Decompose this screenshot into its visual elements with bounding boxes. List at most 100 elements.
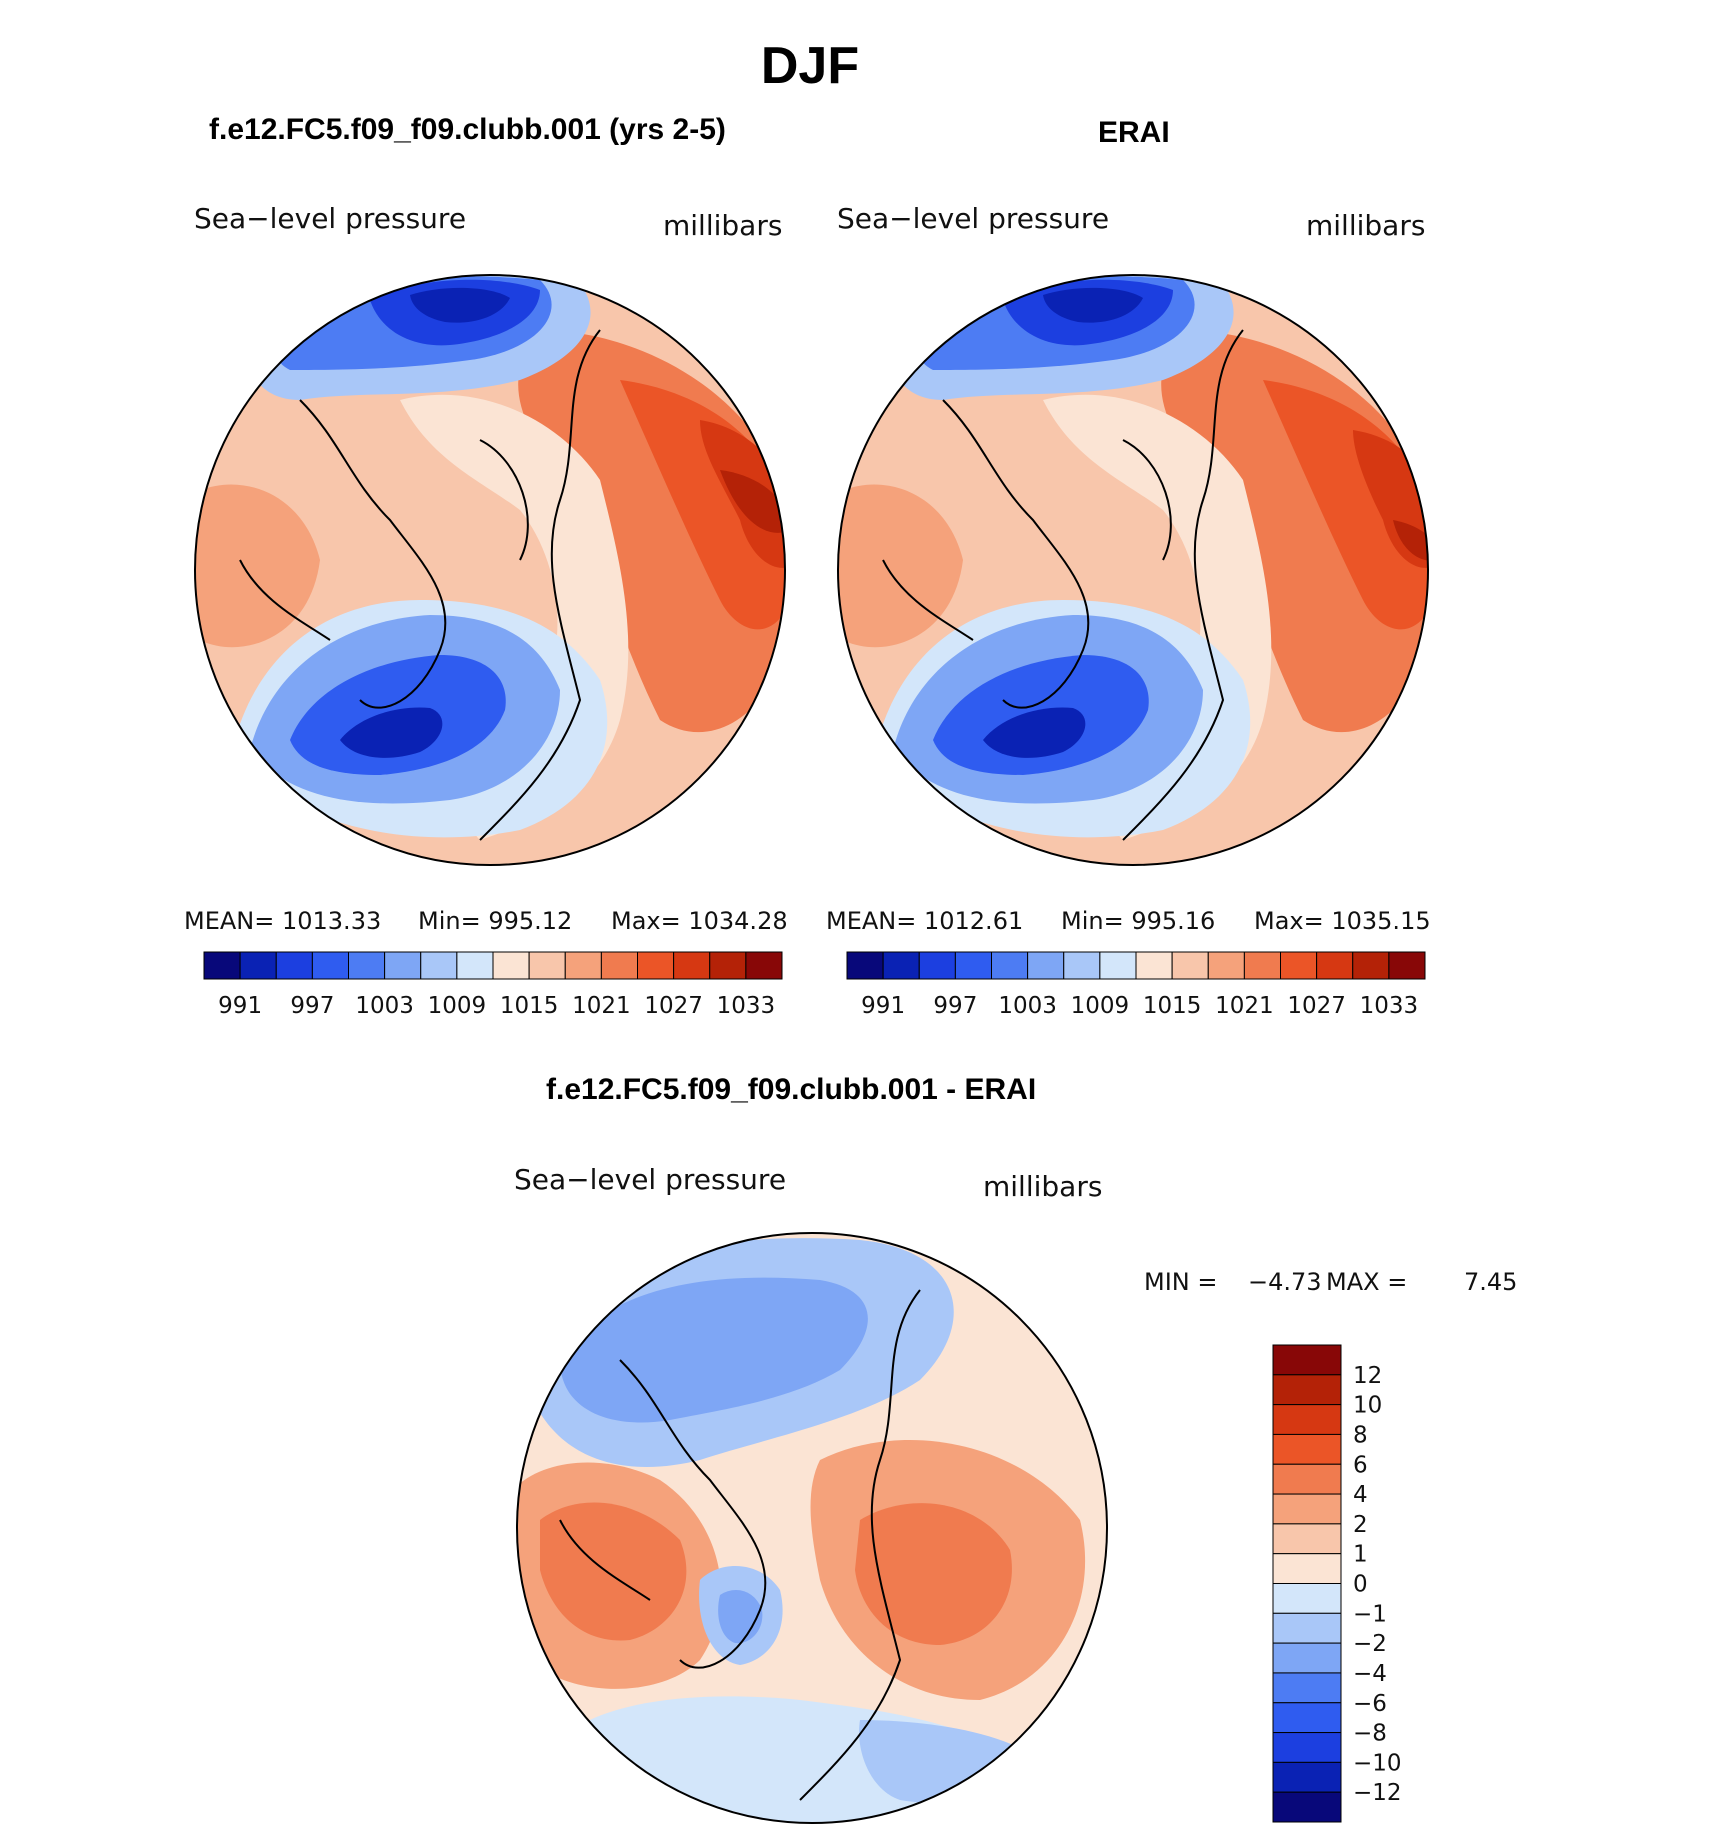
diff-colorbar-tick-label: 6 (1353, 1452, 1368, 1478)
obs-colorbar-swatch-3 (954, 951, 992, 980)
diff-colorbar-swatch-5 (1272, 1493, 1342, 1525)
diff-colorbar-tick-label: 0 (1353, 1572, 1368, 1598)
model-colorbar-tick-label: 1009 (428, 993, 487, 1019)
model-colorbar-swatch-2 (275, 951, 313, 980)
model-panel-title: f.e12.FC5.f09_f09.clubb.001 (yrs 2-5) (209, 113, 726, 146)
obs-colorbar-swatch-4 (991, 951, 1029, 980)
model-colorbar-swatch-9 (528, 951, 566, 980)
diff-colorbar-swatch-14 (1272, 1761, 1342, 1793)
diff-units-label: millibars (983, 1170, 1103, 1203)
model-colorbar-swatch-7 (456, 951, 494, 980)
obs-variable-label: Sea−level pressure (837, 202, 1110, 235)
model-colorbar-swatch-10 (564, 951, 602, 980)
diff-colorbar-tick-label: −2 (1353, 1631, 1387, 1657)
diff-colorbar-swatch-1 (1272, 1374, 1342, 1406)
obs-colorbar-tick-label: 997 (933, 993, 977, 1019)
obs-colorbar-tick-label: 991 (861, 993, 905, 1019)
diff-colorbar-tick-label: −4 (1353, 1661, 1387, 1687)
diff-colorbar-tick-label: −12 (1353, 1780, 1402, 1806)
model-colorbar-swatch-11 (600, 951, 638, 980)
model-colorbar-tick-label: 997 (290, 993, 334, 1019)
obs-colorbar-tick-label: 1009 (1071, 993, 1130, 1019)
diff-colorbar-tick-label: −10 (1353, 1750, 1402, 1776)
diff-colorbar-swatch-15 (1272, 1791, 1342, 1823)
model-colorbar-swatch-4 (348, 951, 386, 980)
obs-colorbar-swatch-2 (918, 951, 956, 980)
model-colorbar-swatch-12 (637, 951, 675, 980)
diff-min-value: −4.73 (1248, 1268, 1322, 1296)
diff-colorbar-swatch-4 (1272, 1463, 1342, 1495)
model-colorbar-swatch-5 (384, 951, 422, 980)
diff-slp-map (517, 1233, 1107, 1823)
diff-colorbar-swatch-11 (1272, 1672, 1342, 1704)
obs-panel-title: ERAI (1098, 116, 1170, 149)
obs-colorbar-swatch-7 (1099, 951, 1137, 980)
obs-min-stat: Min= 995.16 (1061, 907, 1216, 935)
diff-colorbar-swatch-13 (1272, 1732, 1342, 1763)
obs-mean-stat: MEAN= 1012.61 (826, 907, 1024, 935)
model-colorbar-swatch-8 (492, 951, 530, 980)
diff-colorbar-swatch-6 (1272, 1523, 1342, 1555)
obs-colorbar-swatch-9 (1171, 951, 1209, 980)
obs-colorbar-swatch-1 (882, 951, 920, 980)
obs-colorbar-swatch-5 (1027, 951, 1065, 980)
model-colorbar-tick-label: 1027 (644, 993, 703, 1019)
model-colorbar-tick-label: 1033 (717, 993, 776, 1019)
obs-colorbar: 991 997 1003 1009 1015 1021 1027 1033 (846, 951, 1426, 1019)
model-max-stat: Max= 1034.28 (611, 907, 788, 935)
model-colorbar-swatch-14 (709, 951, 747, 980)
model-variable-label: Sea−level pressure (194, 202, 467, 235)
diff-colorbar-swatch-9 (1272, 1612, 1342, 1644)
diff-colorbar-tick-label: −1 (1353, 1601, 1387, 1627)
model-colorbar-swatch-6 (420, 951, 458, 980)
model-map-border (194, 274, 786, 866)
diff-colorbar-swatch-0 (1272, 1344, 1342, 1376)
model-colorbar-tick-label: 1003 (355, 993, 414, 1019)
model-colorbar-swatch-13 (673, 951, 711, 980)
obs-colorbar-swatch-10 (1207, 951, 1245, 980)
diff-colorbar-tick-label: −6 (1353, 1691, 1387, 1717)
obs-colorbar-swatch-11 (1243, 951, 1281, 980)
obs-slp-map (838, 275, 1428, 865)
obs-max-stat: Max= 1035.15 (1254, 907, 1431, 935)
diff-colorbar-swatch-12 (1272, 1702, 1342, 1734)
diff-colorbar-swatch-7 (1272, 1553, 1342, 1584)
diff-colorbar-tick-label: 8 (1353, 1422, 1368, 1448)
model-colorbar-tick-label: 1021 (572, 993, 631, 1019)
model-colorbar-swatch-3 (311, 951, 349, 980)
main-title: DJF (760, 37, 860, 95)
diff-colorbar-tick-label: 1 (1353, 1542, 1368, 1568)
diff-min-label: MIN = (1144, 1268, 1218, 1296)
diff-colorbar-swatch-3 (1272, 1433, 1342, 1465)
model-colorbar: 991 997 1003 1009 1015 1021 1027 1033 (203, 951, 783, 1019)
diff-colorbar-tick-label: 4 (1353, 1482, 1368, 1508)
model-colorbar-swatch-1 (239, 951, 277, 980)
diff-variable-label: Sea−level pressure (514, 1163, 787, 1196)
diff-colorbar-swatch-10 (1272, 1642, 1342, 1674)
obs-map-border (837, 274, 1429, 866)
diff-colorbar-swatch-2 (1272, 1404, 1342, 1435)
model-colorbar-tick-label: 991 (218, 993, 262, 1019)
obs-colorbar-swatch-6 (1063, 951, 1101, 980)
model-units-label: millibars (663, 209, 783, 242)
model-mean-stat: MEAN= 1013.33 (184, 907, 382, 935)
diff-colorbar-tick-label: −8 (1353, 1721, 1387, 1747)
model-colorbar-swatch-0 (203, 951, 241, 980)
model-slp-map (195, 275, 785, 865)
obs-colorbar-swatch-13 (1316, 951, 1354, 980)
obs-colorbar-swatch-8 (1135, 951, 1173, 980)
obs-colorbar-tick-label: 1021 (1215, 993, 1274, 1019)
diff-colorbar-tick-label: 2 (1353, 1512, 1368, 1538)
diff-panel-title: f.e12.FC5.f09_f09.clubb.001 - ERAI (546, 1073, 1037, 1106)
obs-colorbar-swatch-0 (846, 951, 884, 980)
diff-colorbar-swatch-8 (1272, 1583, 1342, 1614)
model-colorbar-swatch-15 (745, 951, 783, 980)
obs-colorbar-tick-label: 1015 (1143, 993, 1202, 1019)
model-min-stat: Min= 995.12 (418, 907, 573, 935)
diff-colorbar-tick-label: 10 (1353, 1393, 1382, 1419)
obs-colorbar-tick-label: 1003 (998, 993, 1057, 1019)
diff-max-label: MAX = (1326, 1268, 1408, 1296)
obs-units-label: millibars (1306, 209, 1426, 242)
